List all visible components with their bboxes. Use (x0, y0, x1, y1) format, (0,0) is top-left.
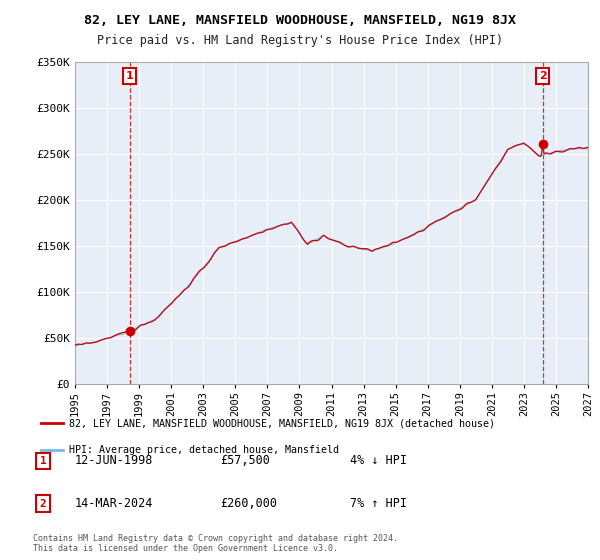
Text: Price paid vs. HM Land Registry's House Price Index (HPI): Price paid vs. HM Land Registry's House … (97, 34, 503, 46)
Text: 2: 2 (40, 499, 46, 509)
Text: £260,000: £260,000 (220, 497, 277, 510)
Text: 82, LEY LANE, MANSFIELD WOODHOUSE, MANSFIELD, NG19 8JX (detached house): 82, LEY LANE, MANSFIELD WOODHOUSE, MANSF… (69, 418, 495, 428)
Text: 7% ↑ HPI: 7% ↑ HPI (350, 497, 407, 510)
Text: 14-MAR-2024: 14-MAR-2024 (74, 497, 152, 510)
Text: 4% ↓ HPI: 4% ↓ HPI (350, 455, 407, 468)
Text: 2: 2 (539, 71, 547, 81)
Text: 1: 1 (40, 456, 46, 466)
Text: 82, LEY LANE, MANSFIELD WOODHOUSE, MANSFIELD, NG19 8JX: 82, LEY LANE, MANSFIELD WOODHOUSE, MANSF… (84, 14, 516, 27)
Text: 12-JUN-1998: 12-JUN-1998 (74, 455, 152, 468)
Text: 1: 1 (126, 71, 134, 81)
Text: HPI: Average price, detached house, Mansfield: HPI: Average price, detached house, Mans… (69, 445, 339, 455)
Text: Contains HM Land Registry data © Crown copyright and database right 2024.
This d: Contains HM Land Registry data © Crown c… (33, 534, 398, 553)
Text: £57,500: £57,500 (220, 455, 270, 468)
